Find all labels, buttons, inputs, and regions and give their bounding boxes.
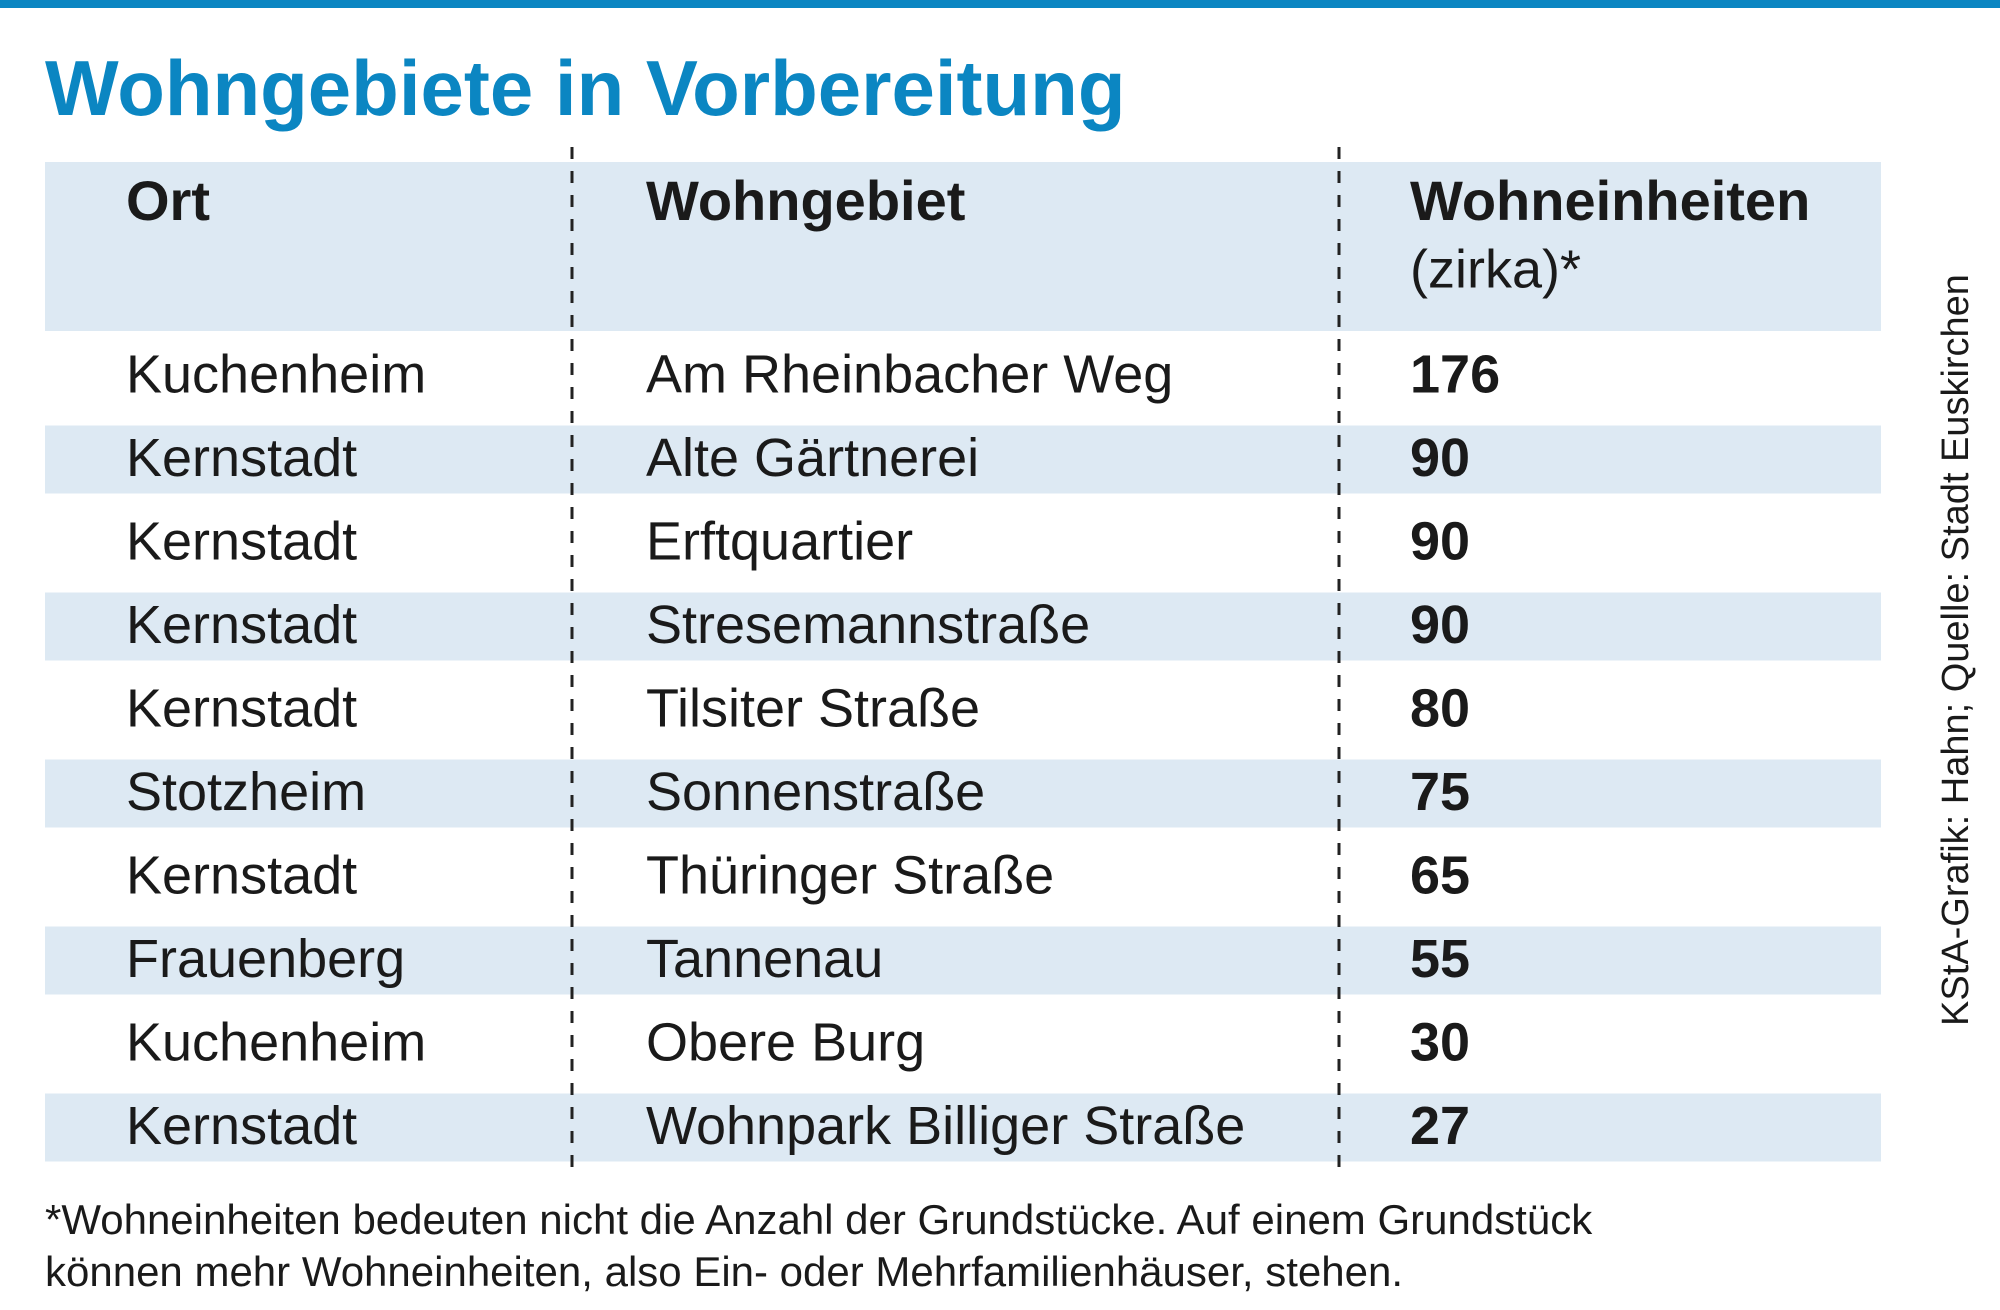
units-cell: 176 xyxy=(1410,344,1500,404)
source: KStA-Grafik: Hahn; Quelle: Stadt Euskirc… xyxy=(1935,274,1977,1026)
header-band xyxy=(45,162,1881,331)
row-band xyxy=(45,759,1881,828)
table-cell: Kernstadt xyxy=(126,595,357,655)
table-cell: Am Rheinbacher Weg xyxy=(646,344,1173,404)
units-cell: 27 xyxy=(1410,1096,1470,1156)
table-cell: Stresemannstraße xyxy=(646,595,1090,655)
column-header: Wohngebiet xyxy=(646,169,965,232)
units-cell: 55 xyxy=(1410,929,1470,989)
column-header: Ort xyxy=(126,169,210,232)
column-header: Wohneinheiten xyxy=(1410,169,1810,232)
table-cell: Alte Gärtnerei xyxy=(646,428,979,488)
table-cell: Obere Burg xyxy=(646,1012,925,1072)
row-band xyxy=(45,926,1881,995)
table-cell: Kernstadt xyxy=(126,511,357,571)
table-cell: Kuchenheim xyxy=(126,1012,426,1072)
table-cell: Kernstadt xyxy=(126,845,357,905)
table-cell: Kernstadt xyxy=(126,1096,357,1156)
table-cell: Kernstadt xyxy=(126,678,357,738)
units-cell: 90 xyxy=(1410,428,1470,488)
units-cell: 75 xyxy=(1410,762,1470,822)
table-cell: Kuchenheim xyxy=(126,344,426,404)
table-cell: Thüringer Straße xyxy=(646,845,1054,905)
top-bar xyxy=(0,0,2000,8)
footnote: *Wohneinheiten bedeuten nicht die Anzahl… xyxy=(45,1196,1593,1243)
table-cell: Stotzheim xyxy=(126,762,366,822)
column-note: (zirka)* xyxy=(1410,239,1581,299)
table-cell: Kernstadt xyxy=(126,428,357,488)
table-cell: Erftquartier xyxy=(646,511,913,571)
footnote: können mehr Wohneinheiten, also Ein- ode… xyxy=(45,1248,1403,1295)
row-band xyxy=(45,425,1881,494)
table-cell: Sonnenstraße xyxy=(646,762,985,822)
table-cell: Tilsiter Straße xyxy=(646,678,980,738)
row-band xyxy=(45,592,1881,661)
title: Wohngebiete in Vorbereitung xyxy=(45,44,1125,132)
table-cell: Wohnpark Billiger Straße xyxy=(646,1096,1245,1156)
units-cell: 30 xyxy=(1410,1012,1470,1072)
row-band xyxy=(45,1093,1881,1162)
units-cell: 65 xyxy=(1410,845,1470,905)
units-cell: 80 xyxy=(1410,678,1470,738)
table-cell: Tannenau xyxy=(646,929,883,989)
units-cell: 90 xyxy=(1410,511,1470,571)
units-cell: 90 xyxy=(1410,595,1470,655)
table-cell: Frauenberg xyxy=(126,929,405,989)
